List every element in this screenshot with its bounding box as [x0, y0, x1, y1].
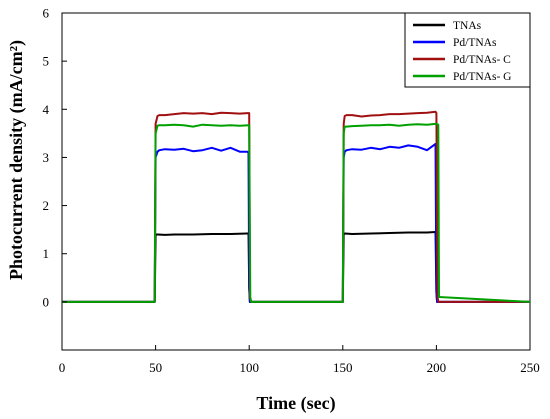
series-line-pd-tnas-c — [62, 110, 530, 303]
series-line-pd-tnas-g — [62, 122, 531, 303]
series-line-tnas — [62, 231, 530, 303]
x-tick-label: 150 — [333, 360, 353, 375]
legend-label: Pd/TNAs- G — [453, 71, 511, 83]
series-layer — [62, 110, 531, 303]
x-axis-title: Time (sec) — [256, 393, 335, 414]
x-tick-label: 100 — [239, 360, 259, 375]
y-tick-label: 6 — [43, 6, 50, 21]
x-tick-label: 50 — [149, 360, 162, 375]
y-tick-label: 0 — [43, 294, 50, 309]
plot-border — [61, 12, 531, 351]
legend-label: Pd/TNAs — [453, 37, 497, 49]
legend: TNAs Pd/TNAs Pd/TNAs- C Pd/TNAs- G — [404, 12, 531, 88]
x-tick-label: 200 — [427, 360, 447, 375]
ticks-layer: 0 50 100 150 200 250 0 1 2 3 4 5 6 — [43, 6, 540, 376]
x-tick-label: 250 — [520, 360, 540, 375]
y-tick-label: 1 — [43, 246, 50, 261]
legend-label: Pd/TNAs- C — [453, 54, 511, 66]
x-tick-label: 0 — [59, 360, 66, 375]
y-tick-label: 5 — [43, 54, 50, 69]
series-line-pd-tnas — [62, 142, 530, 303]
y-tick-label: 2 — [43, 198, 50, 213]
y-tick-label: 4 — [43, 102, 50, 117]
plot-frame — [61, 12, 531, 351]
legend-label: TNAs — [453, 20, 482, 32]
y-axis-title: Photocurrent density (mA/cm²) — [6, 40, 27, 280]
y-tick-label: 3 — [43, 150, 50, 165]
